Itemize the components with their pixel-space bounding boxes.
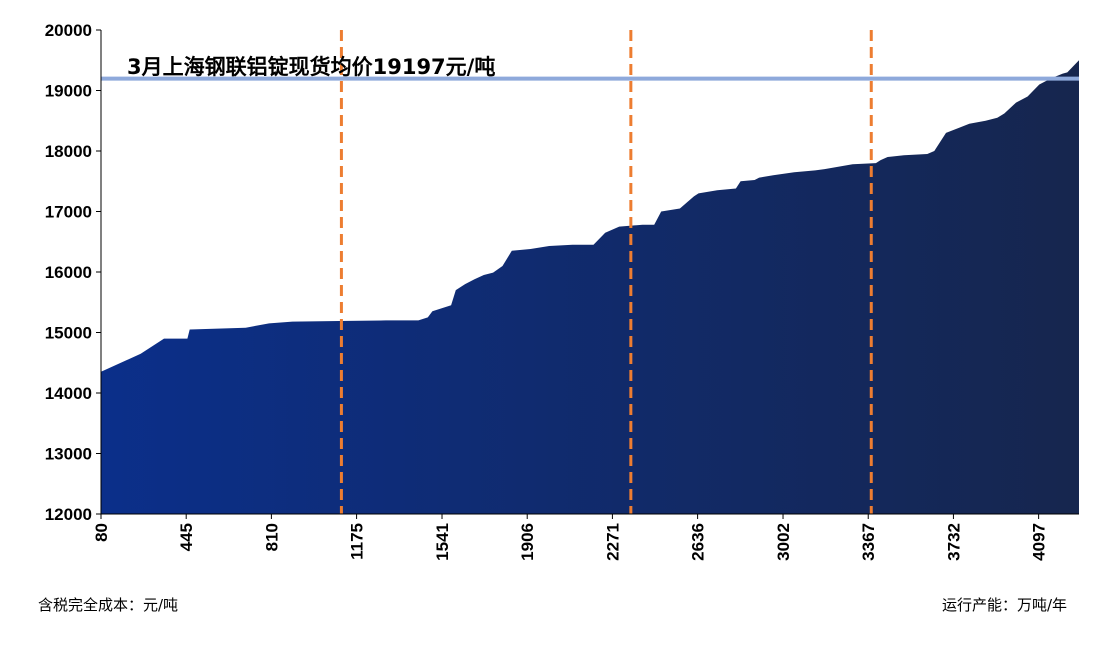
y-tick-label: 20000 (45, 21, 92, 40)
x-tick-label: 2271 (603, 523, 622, 561)
average-price-label: 3月上海钢联铝锭现货均价19197元/吨 (127, 55, 495, 79)
x-tick-label: 3367 (859, 523, 878, 561)
x-tick-label: 80 (92, 523, 111, 542)
x-tick-label: 1906 (518, 523, 537, 561)
y-tick-label: 17000 (45, 203, 92, 222)
y-tick-label: 13000 (45, 445, 92, 464)
x-tick-label: 2636 (689, 523, 708, 561)
y-axis-unit-label: 含税完全成本：元/吨 (38, 596, 179, 614)
x-tick-label: 3002 (774, 523, 793, 561)
x-tick-label: 445 (177, 523, 196, 551)
x-axis-unit-label: 运行产能：万吨/年 (941, 596, 1067, 614)
cost-curve-area (101, 60, 1079, 515)
y-tick-label: 19000 (45, 82, 92, 101)
x-tick-label: 4097 (1030, 523, 1049, 561)
y-tick-label: 15000 (45, 324, 92, 343)
y-tick-label: 14000 (45, 384, 92, 403)
y-tick-label: 16000 (45, 263, 92, 282)
x-tick-label: 1175 (348, 523, 367, 560)
y-tick-label: 18000 (45, 142, 92, 161)
y-tick-label: 12000 (45, 505, 92, 524)
x-tick-label: 1541 (433, 523, 452, 561)
x-tick-label: 3732 (944, 523, 963, 561)
x-tick-label: 810 (262, 523, 281, 551)
